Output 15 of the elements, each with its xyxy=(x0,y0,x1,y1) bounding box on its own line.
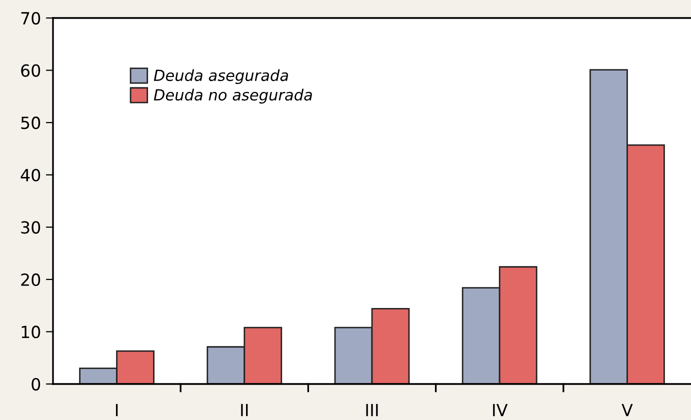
x-tick-label: IV xyxy=(493,404,508,416)
x-tick-label: II xyxy=(241,404,248,416)
y-tick-label: 0 xyxy=(32,378,40,391)
legend-label: Deuda no asegurada xyxy=(154,88,312,104)
y-tick-label: 40 xyxy=(20,168,40,182)
legend-label: Deuda asegurada xyxy=(154,69,288,84)
x-tick-label: III xyxy=(366,404,378,416)
x-tick-label: V xyxy=(622,404,633,416)
y-tick-label: 60 xyxy=(21,64,40,77)
x-tick-label: I xyxy=(116,404,118,416)
y-tick-label: 10 xyxy=(22,326,40,338)
y-tick-label: 50 xyxy=(21,116,40,130)
y-tick-label: 20 xyxy=(21,273,40,286)
y-tick-label: 70 xyxy=(21,12,40,25)
y-tick-label: 30 xyxy=(21,221,40,234)
